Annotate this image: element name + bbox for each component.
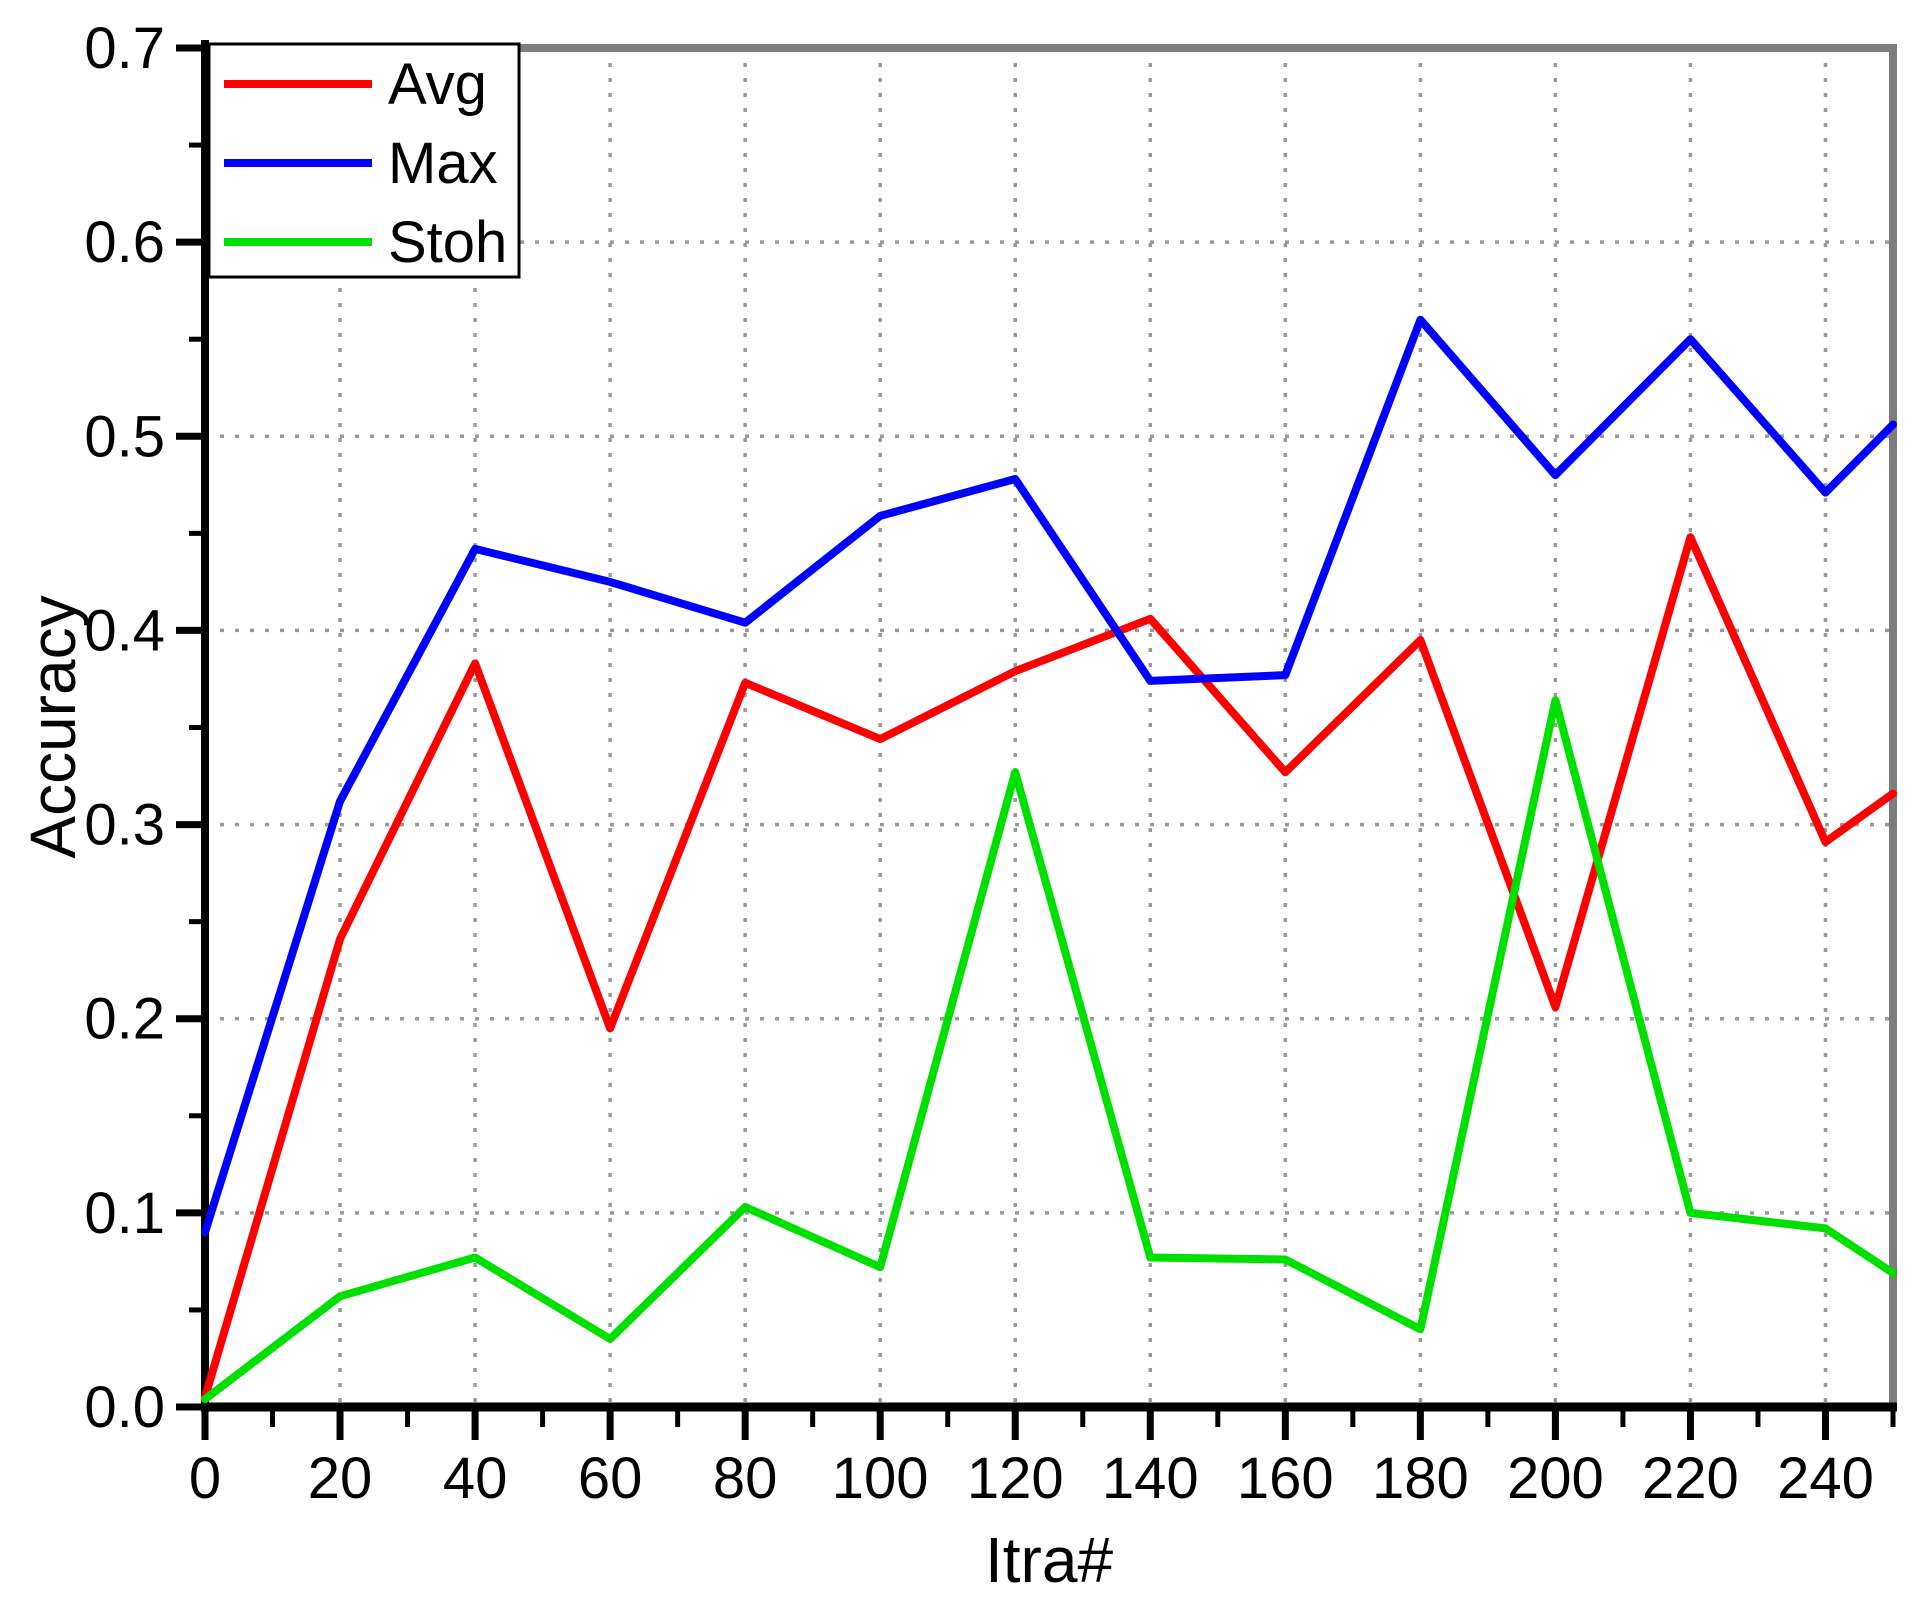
x-tick-label: 220 bbox=[1642, 1446, 1739, 1511]
y-axis-title: Accuracy bbox=[17, 595, 89, 858]
x-tick-label: 200 bbox=[1507, 1446, 1604, 1511]
series-line-max bbox=[201, 315, 1897, 1237]
y-tick-label: 0.5 bbox=[84, 404, 165, 469]
series-line-stoh bbox=[201, 696, 1897, 1404]
series-line-avg bbox=[201, 533, 1897, 1402]
axis-ticks bbox=[176, 44, 1896, 1440]
y-tick-label: 0.0 bbox=[84, 1375, 165, 1440]
series-lines bbox=[201, 315, 1897, 1404]
x-tick-label: 120 bbox=[967, 1446, 1064, 1511]
y-tick-label: 0.3 bbox=[84, 793, 165, 858]
legend-label-avg: Avg bbox=[388, 52, 487, 117]
x-tick-label: 0 bbox=[189, 1446, 221, 1511]
y-tick-label: 0.4 bbox=[84, 598, 165, 663]
tick-labels: 0.0 0.1 0.2 0.3 0.4 0.5 0.6 0.7 0 20 40 60 80 100 120 1… bbox=[84, 16, 1874, 1511]
x-tick-label: 60 bbox=[578, 1446, 643, 1511]
x-tick-label: 20 bbox=[308, 1446, 373, 1511]
x-tick-label: 240 bbox=[1777, 1446, 1874, 1511]
y-tick-label: 0.7 bbox=[84, 16, 165, 81]
y-tick-label: 0.1 bbox=[84, 1181, 165, 1246]
x-tick-label: 40 bbox=[443, 1446, 508, 1511]
gridlines bbox=[205, 48, 1893, 1407]
x-tick-label: 140 bbox=[1102, 1446, 1199, 1511]
legend-rows: Avg Max Stoh bbox=[224, 52, 507, 275]
x-tick-label: 160 bbox=[1237, 1446, 1334, 1511]
x-tick-label: 80 bbox=[713, 1446, 778, 1511]
x-axis-title: Itra# bbox=[985, 1524, 1113, 1596]
legend-label-max: Max bbox=[388, 131, 498, 196]
y-tick-label: 0.2 bbox=[84, 987, 165, 1052]
y-tick-label: 0.6 bbox=[84, 210, 165, 275]
legend: Avg Max Stoh bbox=[207, 42, 521, 279]
x-tick-label: 180 bbox=[1372, 1446, 1469, 1511]
legend-label-stoh: Stoh bbox=[388, 210, 507, 275]
x-tick-label: 100 bbox=[832, 1446, 929, 1511]
